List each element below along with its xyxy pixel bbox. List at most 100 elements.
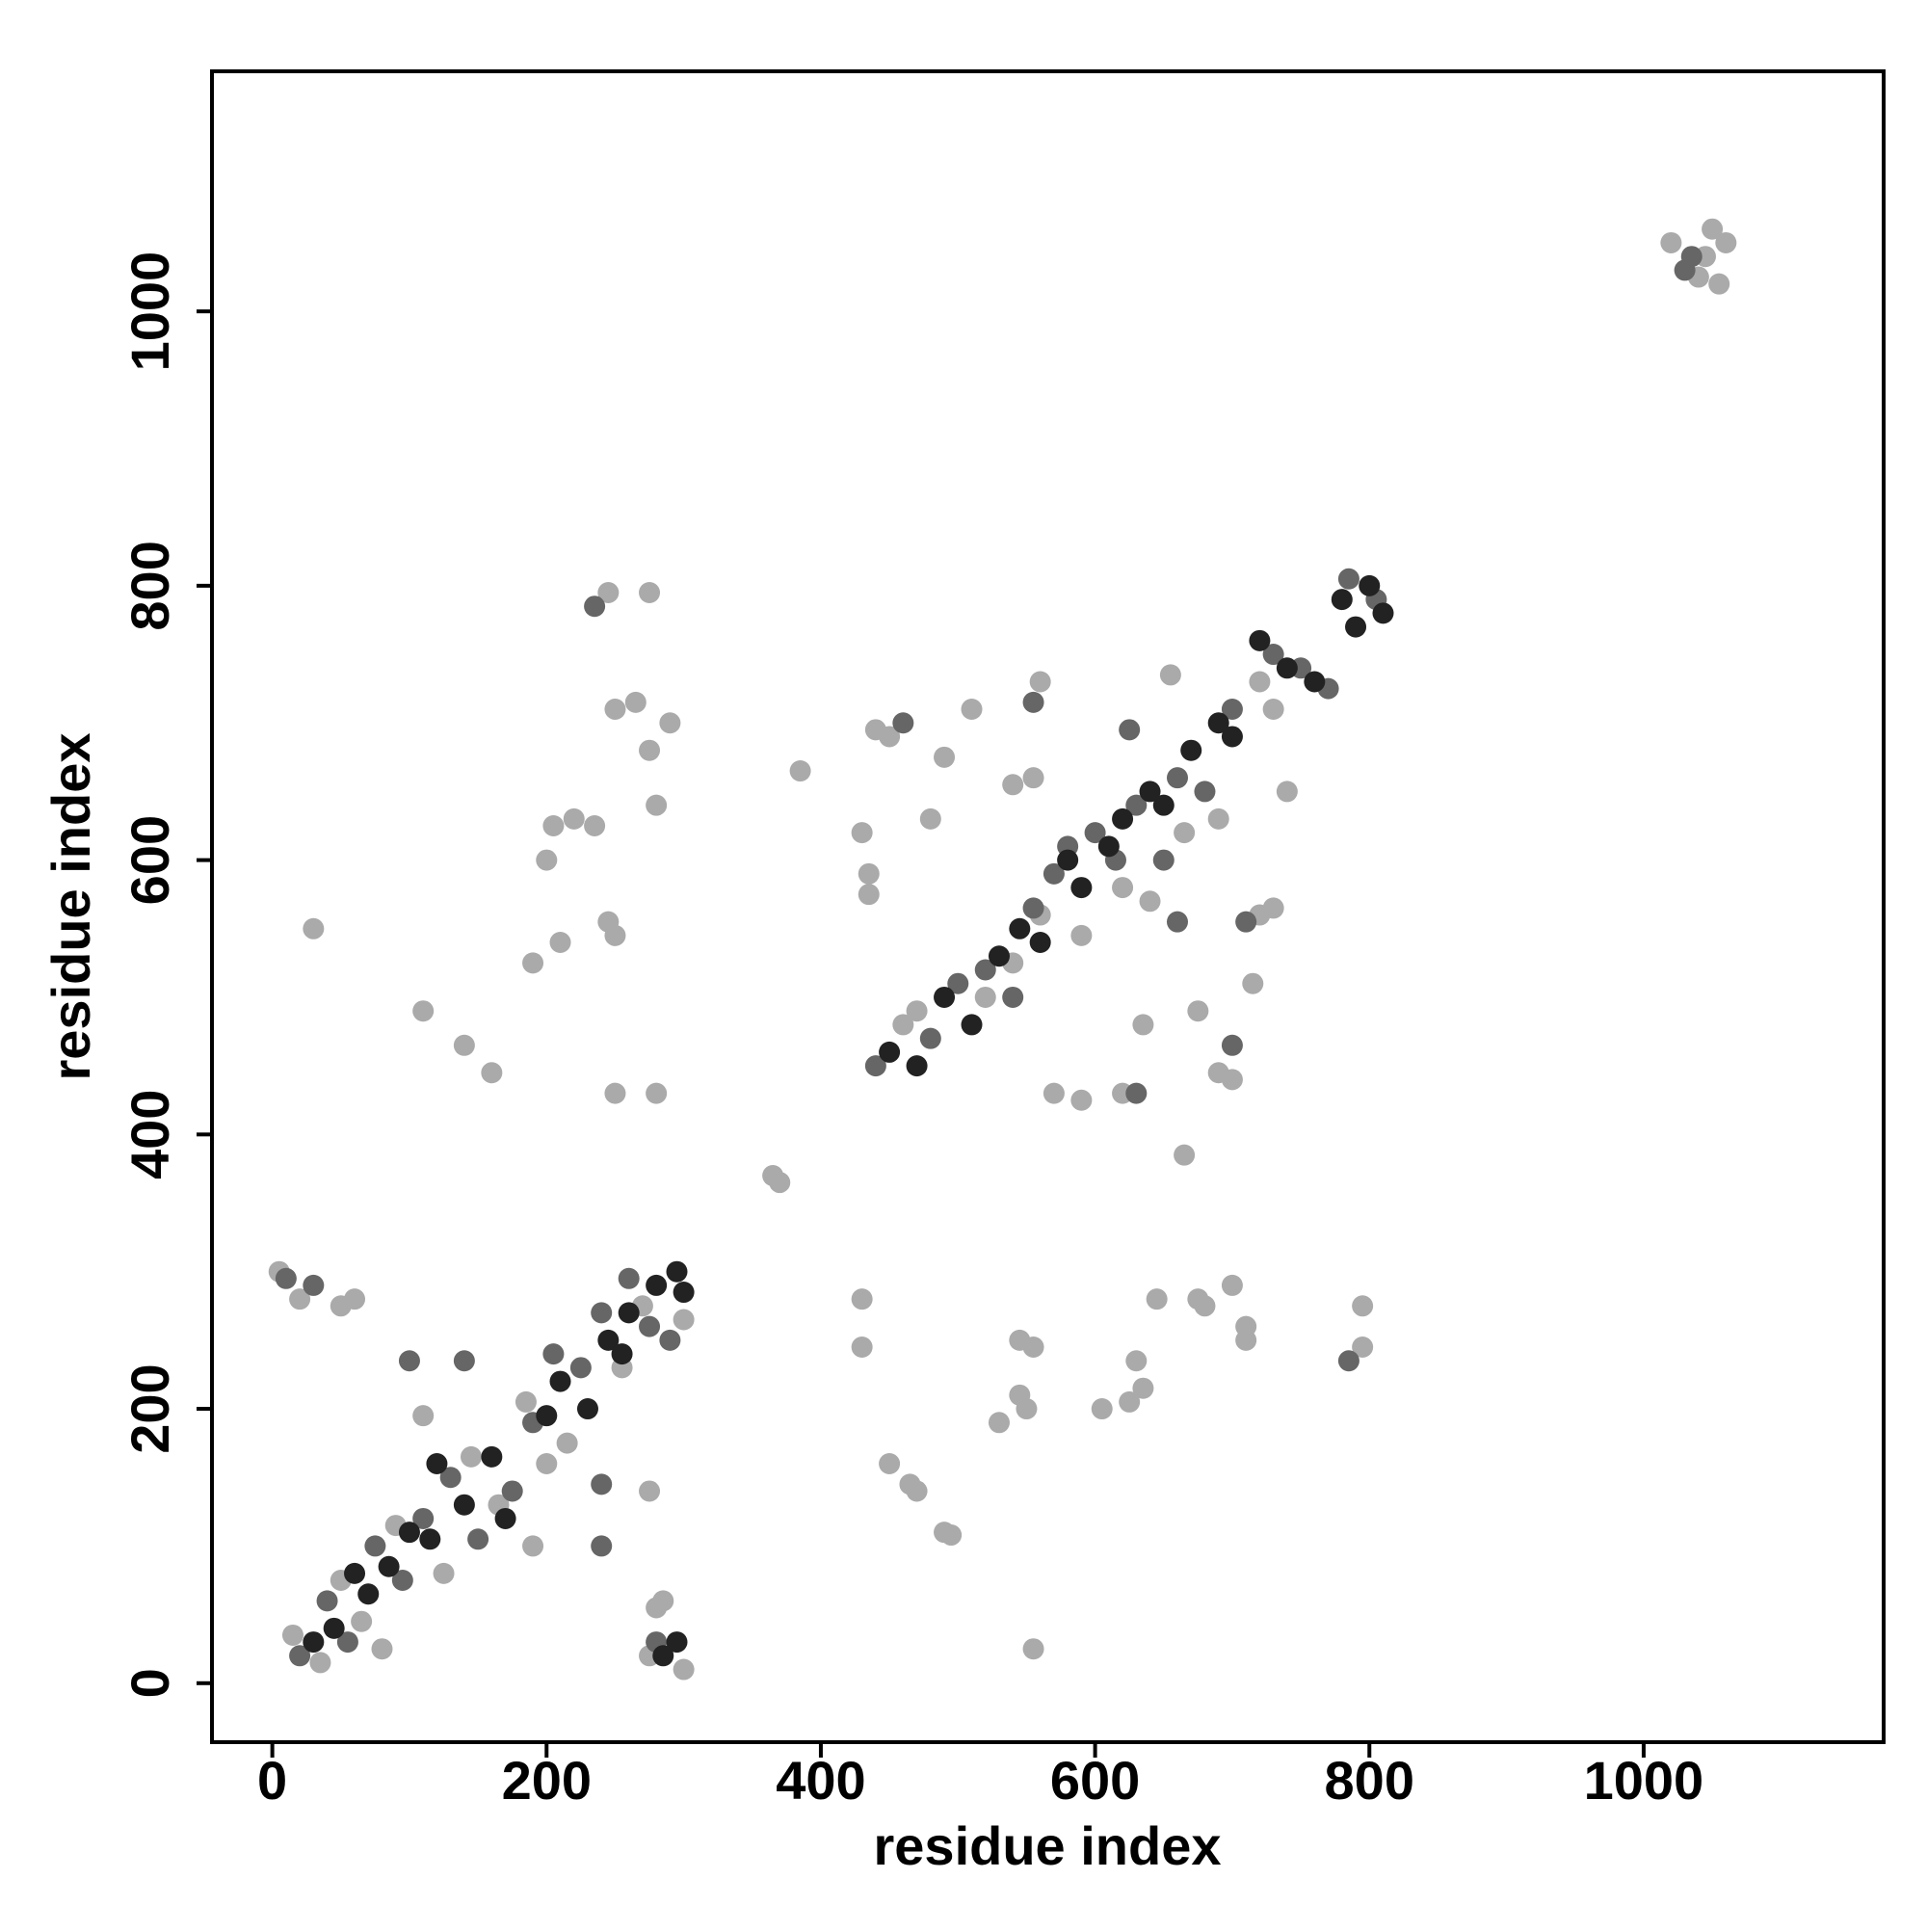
point <box>659 1329 681 1351</box>
point <box>934 986 956 1008</box>
point <box>1022 1336 1044 1358</box>
point <box>1674 259 1696 281</box>
point <box>1070 1089 1093 1111</box>
point <box>858 884 880 906</box>
point <box>1167 767 1189 789</box>
point <box>481 1445 503 1468</box>
point <box>1194 1295 1216 1317</box>
point <box>303 1631 325 1654</box>
point <box>391 1570 413 1592</box>
point <box>549 1370 571 1392</box>
x-tick-label: 400 <box>776 1750 865 1811</box>
point <box>1207 807 1229 830</box>
point <box>501 1480 523 1502</box>
point <box>940 1524 963 1547</box>
point <box>412 1405 435 1427</box>
point <box>1337 568 1359 590</box>
point <box>351 1610 373 1632</box>
point <box>453 1350 475 1372</box>
point <box>1029 671 1051 693</box>
point <box>624 691 647 713</box>
point <box>563 807 585 830</box>
point <box>1352 1336 1374 1358</box>
point <box>892 712 914 734</box>
x-tick-label: 200 <box>502 1750 592 1811</box>
point <box>556 1432 578 1454</box>
point <box>652 1645 674 1667</box>
point <box>879 726 901 748</box>
point <box>439 1467 462 1489</box>
point <box>597 581 620 603</box>
point <box>1043 862 1065 885</box>
point <box>542 1343 565 1365</box>
point <box>919 1027 941 1049</box>
point <box>433 1562 455 1584</box>
point <box>536 849 558 871</box>
point <box>974 959 996 981</box>
point <box>316 1590 338 1612</box>
point <box>275 1267 297 1289</box>
point <box>584 815 606 837</box>
point <box>1159 664 1181 686</box>
point <box>453 1034 475 1056</box>
point <box>419 1528 441 1550</box>
y-tick-label: 400 <box>119 1090 180 1179</box>
point <box>934 746 956 768</box>
point <box>851 822 873 844</box>
point <box>851 1336 873 1358</box>
point <box>961 1014 983 1036</box>
point <box>1207 712 1229 734</box>
y-axis-label: residue index <box>40 732 101 1080</box>
point <box>1235 911 1257 933</box>
point <box>906 1055 928 1077</box>
point <box>536 1453 558 1474</box>
point <box>1352 1295 1374 1317</box>
point <box>851 1288 873 1310</box>
point <box>398 1522 420 1544</box>
point <box>1702 218 1724 240</box>
y-tick-label: 600 <box>119 815 180 905</box>
point <box>1359 574 1381 596</box>
x-tick-label: 1000 <box>1584 1750 1704 1811</box>
point <box>453 1494 475 1516</box>
point <box>1139 890 1161 913</box>
point <box>1262 698 1284 720</box>
point <box>858 862 880 885</box>
point <box>481 1062 503 1084</box>
point <box>1016 1398 1038 1420</box>
point <box>1345 616 1367 638</box>
point <box>597 1329 620 1351</box>
point <box>309 1652 331 1674</box>
point <box>1022 1638 1044 1660</box>
point <box>289 1288 311 1310</box>
point <box>673 1658 695 1681</box>
point <box>604 698 626 720</box>
point <box>1002 774 1024 796</box>
point <box>549 932 571 954</box>
point <box>1337 1350 1359 1372</box>
point <box>1249 671 1271 693</box>
plot-frame <box>210 69 1886 1744</box>
point <box>1125 794 1148 816</box>
point <box>1276 781 1298 803</box>
point <box>618 1302 640 1324</box>
point <box>364 1535 386 1557</box>
point <box>919 807 941 830</box>
point <box>1125 1350 1148 1372</box>
point <box>494 1507 516 1529</box>
point <box>426 1453 448 1474</box>
point <box>1331 589 1353 611</box>
point <box>673 1282 695 1304</box>
point <box>522 1535 544 1557</box>
point <box>1002 986 1024 1008</box>
point <box>1097 835 1120 858</box>
point <box>1221 1034 1243 1056</box>
y-tick-label: 1000 <box>119 251 180 372</box>
point <box>604 924 626 946</box>
x-tick-label: 0 <box>257 1750 287 1811</box>
point <box>652 1590 674 1612</box>
x-tick-label: 600 <box>1050 1750 1140 1811</box>
point <box>1194 781 1216 803</box>
point <box>1660 231 1682 253</box>
x-axis-label: residue index <box>873 1815 1221 1876</box>
